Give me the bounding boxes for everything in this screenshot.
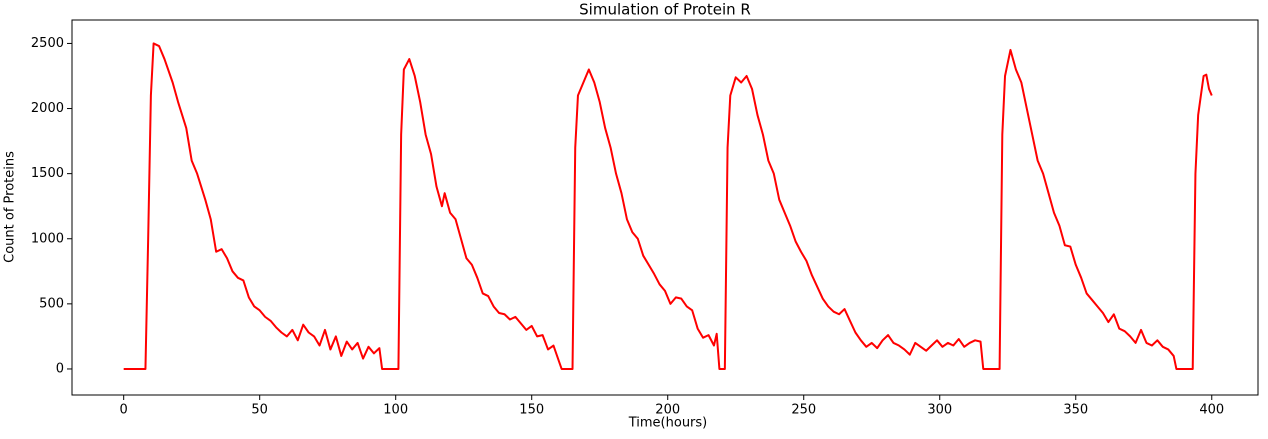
x-tick-label: 150: [519, 403, 544, 418]
data-line: [123, 42, 1213, 370]
x-axis-label: Time(hours): [628, 416, 708, 431]
x-tick-label: 350: [1063, 403, 1088, 418]
y-tick-label: 1000: [31, 231, 64, 246]
x-tick-label: 400: [1199, 403, 1224, 418]
y-tick-label: 1500: [31, 166, 64, 181]
x-tick-label: 0: [120, 403, 128, 418]
x-tick-label: 100: [383, 403, 408, 418]
x-tick-label: 200: [655, 403, 680, 418]
x-tick-label: 50: [251, 403, 268, 418]
y-tick-label: 2500: [31, 36, 64, 51]
chart-title: Simulation of Protein R: [579, 1, 751, 19]
y-tick-label: 2000: [31, 101, 64, 116]
y-tick-label: 0: [56, 361, 64, 376]
plot-frame: [71, 19, 1259, 396]
y-axis-label: Count of Proteins: [3, 151, 18, 263]
x-tick-label: 300: [927, 403, 952, 418]
x-tick-label: 250: [791, 403, 816, 418]
y-tick-label: 500: [39, 296, 64, 311]
